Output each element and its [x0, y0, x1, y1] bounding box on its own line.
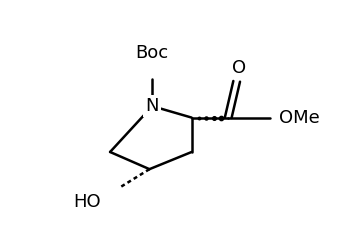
Text: O: O: [232, 59, 246, 77]
Text: OMe: OMe: [279, 109, 320, 126]
Text: N: N: [146, 97, 159, 115]
Text: Boc: Boc: [136, 44, 169, 62]
Text: HO: HO: [73, 193, 101, 211]
